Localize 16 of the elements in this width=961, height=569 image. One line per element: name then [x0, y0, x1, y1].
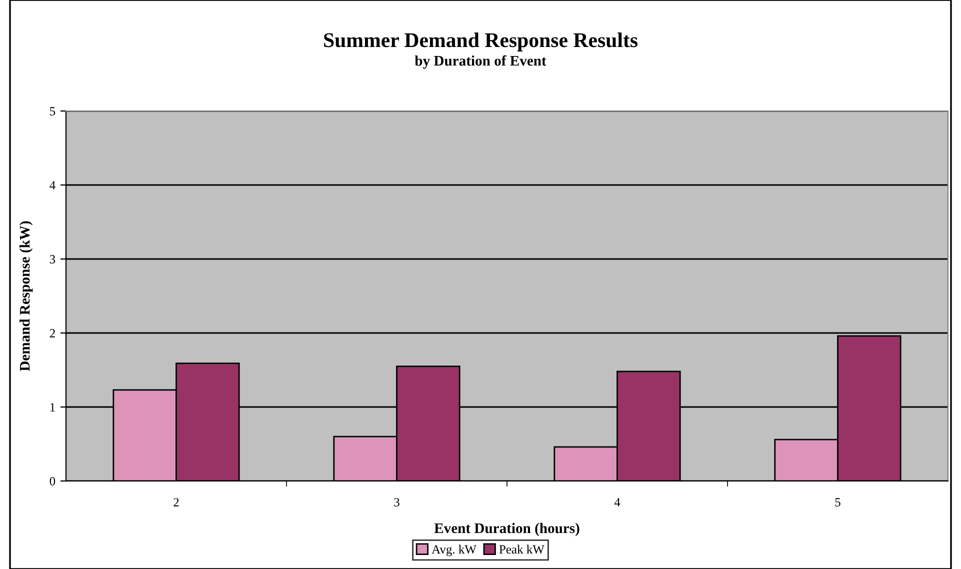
x-tick-label: 5 [835, 498, 840, 506]
x-tick-label: 4 [614, 498, 620, 506]
y-tick-label: 4 [50, 181, 56, 190]
y-axis-title: Demand Response (kW) [19, 221, 33, 372]
y-tick-label: 2 [50, 329, 55, 338]
x-tick-label: 3 [394, 498, 400, 506]
y-tick-label: 5 [50, 107, 56, 116]
y-tick-label: 1 [50, 403, 55, 412]
chart-subtitle: by Duration of Event [414, 55, 546, 69]
y-tick-label: 3 [50, 255, 56, 264]
chart-title: Summer Demand Response Results [324, 32, 638, 52]
y-tick-label: 0 [50, 477, 56, 486]
x-tick-label: 2 [174, 498, 179, 506]
legend-label: Peak kW [499, 544, 544, 554]
legend-label: Avg. kW [432, 544, 476, 556]
x-axis-title: Event Duration (hours) [434, 522, 580, 536]
